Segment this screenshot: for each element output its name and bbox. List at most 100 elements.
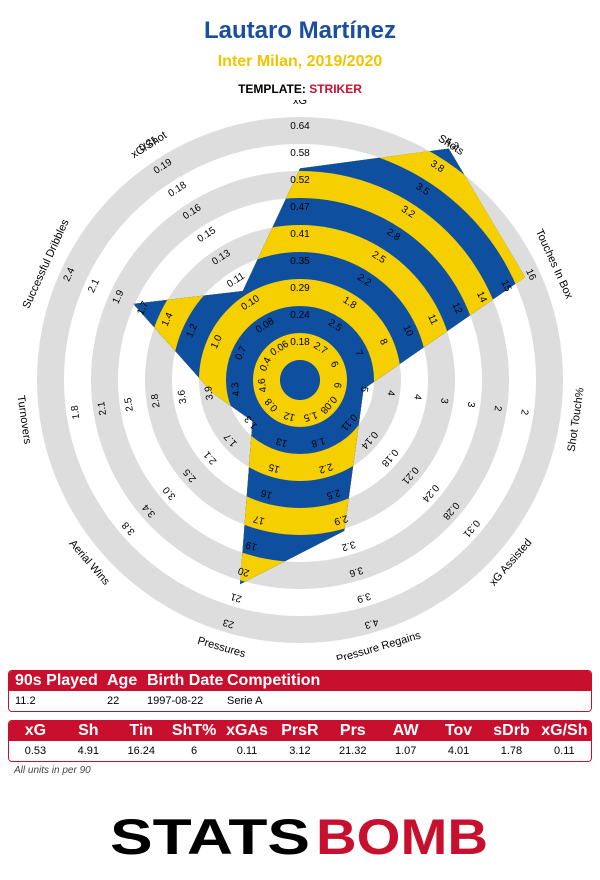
radar-tick-label: 1.8 bbox=[310, 435, 327, 450]
radar-tick-label: 1.9 bbox=[111, 288, 127, 306]
radar-tick-label: 3.2 bbox=[340, 538, 357, 553]
radar-tick-label: 10 bbox=[400, 324, 415, 339]
radar-tick-label: 13 bbox=[275, 435, 289, 449]
statsbomb-logo: STATS BOMB bbox=[110, 809, 488, 860]
radar-tick-label: 2.8 bbox=[150, 393, 163, 409]
radar-tick-label: 20 bbox=[237, 564, 251, 578]
radar-axis-label: Pressures bbox=[196, 635, 247, 660]
stats-header-cell: xG/Sh bbox=[541, 722, 588, 739]
radar-tick-label: 3 bbox=[438, 397, 450, 405]
radar-tick-label: 0.18 bbox=[290, 337, 310, 348]
stats-value-cell: 4.91 bbox=[77, 745, 100, 757]
info-value-cell: 1997-08-22 bbox=[147, 695, 204, 707]
template-value: STRIKER bbox=[309, 82, 362, 96]
radar-tick-label: 15 bbox=[267, 461, 281, 475]
radar-tick-label: 1.4 bbox=[160, 311, 176, 329]
radar-tick-label: 0.64 bbox=[290, 121, 310, 132]
radar-tick-label: 17 bbox=[252, 512, 266, 526]
stats-value-cell: 16.24 bbox=[127, 745, 155, 757]
stats-header-cell: sDrb bbox=[493, 722, 530, 739]
radar-tick-label: 3.6 bbox=[348, 564, 365, 579]
info-header-cell: Birth Date bbox=[147, 672, 224, 689]
radar-tick-label: 0.24 bbox=[290, 310, 310, 321]
player-info-table: 90s Played Age Birth Date Competition 11… bbox=[8, 670, 592, 712]
stats-value-cell: 4.01 bbox=[447, 745, 470, 757]
radar-tick-label: 12 bbox=[449, 301, 464, 316]
radar-tick-label: 0.52 bbox=[290, 175, 310, 186]
info-header-cell: Competition bbox=[227, 672, 321, 689]
radar-tick-label: 2.1 bbox=[96, 400, 109, 416]
radar-tick-label: 6 bbox=[331, 382, 343, 390]
stats-value-cell: 1.07 bbox=[394, 745, 417, 757]
radar-tick-label: 0.41 bbox=[290, 229, 310, 240]
radar-tick-label: 2.4 bbox=[62, 266, 78, 284]
stats-header-cell: AW bbox=[392, 722, 419, 739]
radar-tick-label: 4.6 bbox=[257, 377, 270, 393]
stats-header-cell: xGAs bbox=[226, 722, 268, 739]
radar-tick-label: 1.5 bbox=[302, 409, 319, 424]
radar-tick-label: 4 bbox=[385, 389, 397, 397]
radar-center-dot bbox=[280, 360, 320, 400]
radar-tick-label: 0.58 bbox=[290, 148, 310, 159]
radar-tick-label: 2.5 bbox=[325, 486, 342, 501]
stats-value-cell: 0.53 bbox=[24, 745, 47, 757]
stats-value-cell: 0.11 bbox=[236, 745, 258, 757]
radar-tick-label: 2.5 bbox=[123, 396, 136, 412]
radar-tick-label: 4.3 bbox=[363, 616, 380, 631]
stats-value-cell: 0.11 bbox=[554, 745, 575, 757]
info-value-row: 11.2 22 1997-08-22 Serie A bbox=[9, 691, 591, 711]
stats-header-cell: Sh bbox=[78, 722, 99, 739]
radar-tick-label: 16 bbox=[523, 267, 538, 282]
radar-tick-label: 6 bbox=[328, 360, 340, 370]
stats-value-cell: 21.32 bbox=[339, 745, 367, 757]
stats-header-cell: Tin bbox=[129, 722, 154, 739]
radar-tick-label: 12 bbox=[282, 409, 296, 423]
radar-tick-label: 7 bbox=[352, 348, 364, 358]
logo-bomb-text: BOMB bbox=[316, 809, 488, 860]
template-line: TEMPLATE: STRIKER bbox=[0, 82, 600, 96]
radar-axis-label: Shot Touch% bbox=[566, 387, 587, 453]
radar-tick-label: 2.9 bbox=[332, 512, 349, 527]
footnote: All units in per 90 bbox=[14, 765, 91, 776]
radar-tick-label: 1.0 bbox=[209, 333, 225, 351]
radar-tick-label: 1.8 bbox=[69, 404, 82, 420]
radar-tick-label: 5 bbox=[358, 386, 370, 394]
logo-stats-text: STATS bbox=[110, 809, 310, 860]
radar-tick-label: 1.7 bbox=[135, 299, 151, 317]
radar-tick-label: 0.7 bbox=[234, 344, 250, 362]
stats-header-cell: xG bbox=[24, 722, 47, 739]
radar-tick-label: 4 bbox=[411, 393, 423, 401]
stats-header-cell: PrsR bbox=[281, 722, 319, 739]
radar-tick-label: 21 bbox=[229, 590, 243, 604]
radar-tick-label: 0.35 bbox=[290, 256, 310, 267]
stats-value-cell: 3.12 bbox=[289, 745, 311, 757]
player-name: Lautaro Martínez bbox=[203, 17, 397, 44]
info-value-cell: Serie A bbox=[227, 695, 263, 707]
radar-tick-label: 0.47 bbox=[290, 202, 310, 213]
stats-value-row: 0.53 4.91 16.24 6 0.11 3.12 21.32 1.07 4.01 1.78 0… bbox=[9, 741, 591, 761]
radar-axis-label: xG bbox=[293, 100, 307, 107]
radar-tick-label: 3.9 bbox=[355, 590, 372, 605]
stats-header-cell: Prs bbox=[339, 722, 366, 739]
stats-table: xG Sh Tin ShT% xGAs PrsR Prs AW Tov sDrb xG/Sh 0.5… bbox=[8, 720, 592, 762]
radar-tick-label: 1.2 bbox=[184, 322, 200, 340]
stats-header-row: xG Sh Tin ShT% xGAs PrsR Prs AW Tov sDrb xG/Sh bbox=[9, 721, 591, 741]
radar-chart: 0.18 0.24 0.29 0.35 0.41 0.47 0.52 0.58 0.64 xG 2.… bbox=[14, 100, 587, 660]
info-header-cell: 90s Played bbox=[15, 672, 98, 689]
info-header-row: 90s Played Age Birth Date Competition bbox=[9, 671, 591, 691]
radar-tick-label: 8 bbox=[377, 337, 389, 347]
info-value-cell: 11.2 bbox=[15, 695, 36, 707]
radar-tick-label: 4.3 bbox=[230, 381, 243, 397]
radar-tick-label: 2.2 bbox=[317, 460, 334, 475]
info-header-cell: Age bbox=[107, 672, 138, 689]
radar-axis-label: Turnovers bbox=[14, 395, 33, 446]
radar-tick-label: 0.29 bbox=[290, 283, 310, 294]
team-season: Inter Milan, 2019/2020 bbox=[217, 53, 383, 70]
radar-tick-label: 16 bbox=[259, 487, 273, 501]
radar-tick-label: 23 bbox=[221, 616, 235, 630]
radar-tick-label: 3.6 bbox=[176, 389, 189, 405]
radar-tick-label: 2 bbox=[518, 409, 530, 417]
radar-tick-label: 3.9 bbox=[203, 385, 216, 401]
radar-tick-label: 15 bbox=[499, 279, 514, 294]
radar-tick-label: 3 bbox=[465, 401, 477, 409]
